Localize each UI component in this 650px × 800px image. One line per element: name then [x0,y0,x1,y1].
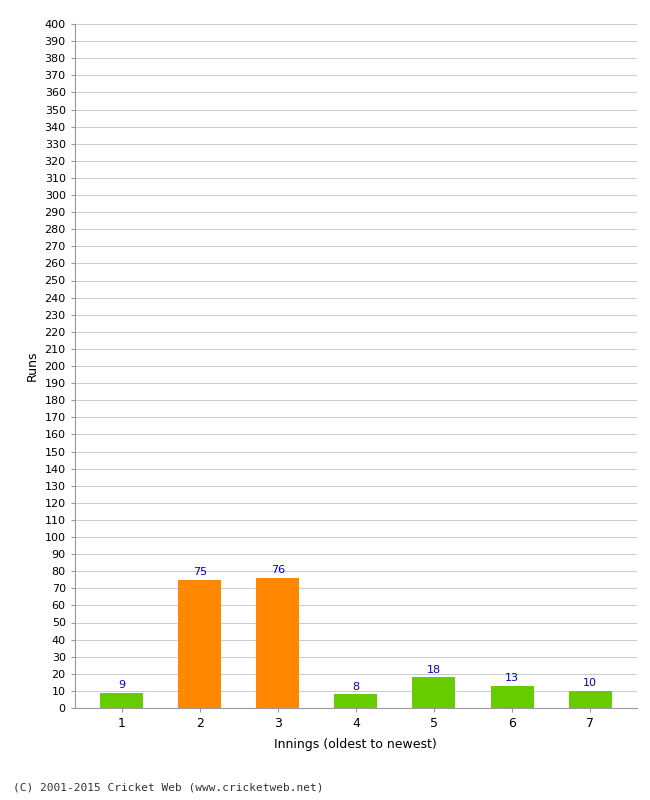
Text: 75: 75 [192,567,207,577]
Text: 18: 18 [427,665,441,674]
Text: 9: 9 [118,680,125,690]
Bar [100,693,143,708]
Bar [178,580,221,708]
Bar [569,691,612,708]
Bar [491,686,534,708]
Text: (C) 2001-2015 Cricket Web (www.cricketweb.net): (C) 2001-2015 Cricket Web (www.cricketwe… [13,782,324,792]
Bar [256,578,299,708]
X-axis label: Innings (oldest to newest): Innings (oldest to newest) [274,738,437,751]
Bar [334,694,378,708]
Text: 8: 8 [352,682,359,692]
Bar [413,678,456,708]
Y-axis label: Runs: Runs [26,350,39,382]
Text: 13: 13 [505,674,519,683]
Text: 10: 10 [583,678,597,688]
Text: 76: 76 [270,566,285,575]
